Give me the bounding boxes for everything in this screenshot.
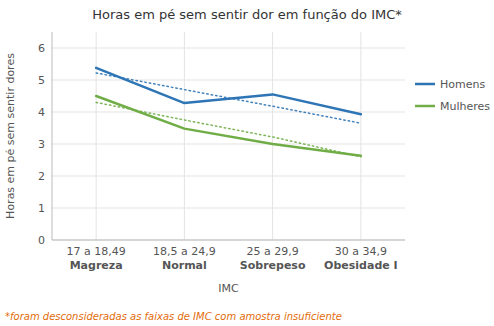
y-axis-line — [52, 32, 53, 240]
x-tick-label-line: Obesidade I — [324, 259, 398, 272]
x-tick-label-line: 17 a 18,49 — [67, 245, 126, 258]
x-tick-label: 18,5 a 24,9Normal — [153, 245, 216, 272]
y-grid-line — [52, 240, 405, 241]
plot-area — [96, 68, 361, 157]
x-tick-label-line: Magreza — [70, 259, 123, 272]
legend: Homens Mulheres — [415, 78, 490, 113]
grid — [52, 32, 405, 240]
legend-swatch — [415, 105, 435, 108]
y-grid-line — [52, 144, 405, 145]
x-tick-label-line: 18,5 a 24,9 — [153, 245, 216, 258]
y-grid-line — [52, 176, 405, 177]
y-grid-line — [52, 48, 405, 49]
x-grid-line — [184, 32, 185, 240]
y-tick-label: 4 — [38, 106, 45, 119]
x-tick-label-line: 25 a 29,9 — [247, 245, 299, 258]
y-tick-label: 5 — [38, 74, 45, 87]
y-axis-label: Horas em pé sem sentir dores — [4, 53, 17, 219]
x-tick-label: 25 a 29,9Sobrepeso — [240, 245, 306, 272]
legend-label: Homens — [440, 78, 485, 91]
x-tick-label-line: Normal — [162, 259, 207, 272]
y-tick-label: 1 — [38, 202, 45, 215]
x-grid-line — [360, 32, 361, 240]
chart-title: Horas em pé sem sentir dor em função do … — [92, 7, 402, 22]
x-tick-label: 30 a 34,9Obesidade I — [324, 245, 398, 272]
chart-svg: 0 1 2 3 4 5 6 17 a 18,49Magreza 18,5 a 24,9Norma… — [0, 0, 494, 326]
legend-swatch — [415, 83, 435, 86]
x-grid-line — [272, 32, 273, 240]
y-grid-line — [52, 80, 405, 81]
x-tick-label-line: 30 a 34,9 — [335, 245, 387, 258]
series-line — [96, 68, 361, 114]
chart-container: 0 1 2 3 4 5 6 17 a 18,49Magreza 18,5 a 24,9Norma… — [0, 0, 494, 326]
x-tick-label: 17 a 18,49Magreza — [67, 245, 126, 272]
y-tick-label: 0 — [38, 234, 45, 247]
y-grid-line — [52, 208, 405, 209]
x-axis-line — [52, 240, 405, 241]
footnote: *foram desconsideradas as faixas de IMC … — [5, 311, 342, 322]
y-tick-label: 6 — [38, 42, 45, 55]
x-axis-label: IMC — [218, 282, 239, 295]
x-tick-label-line: Sobrepeso — [240, 259, 306, 272]
y-tick-label: 2 — [38, 170, 45, 183]
x-grid-line — [96, 32, 97, 240]
y-tick-label: 3 — [38, 138, 45, 151]
series-line — [96, 96, 361, 156]
legend-label: Mulheres — [440, 100, 490, 113]
